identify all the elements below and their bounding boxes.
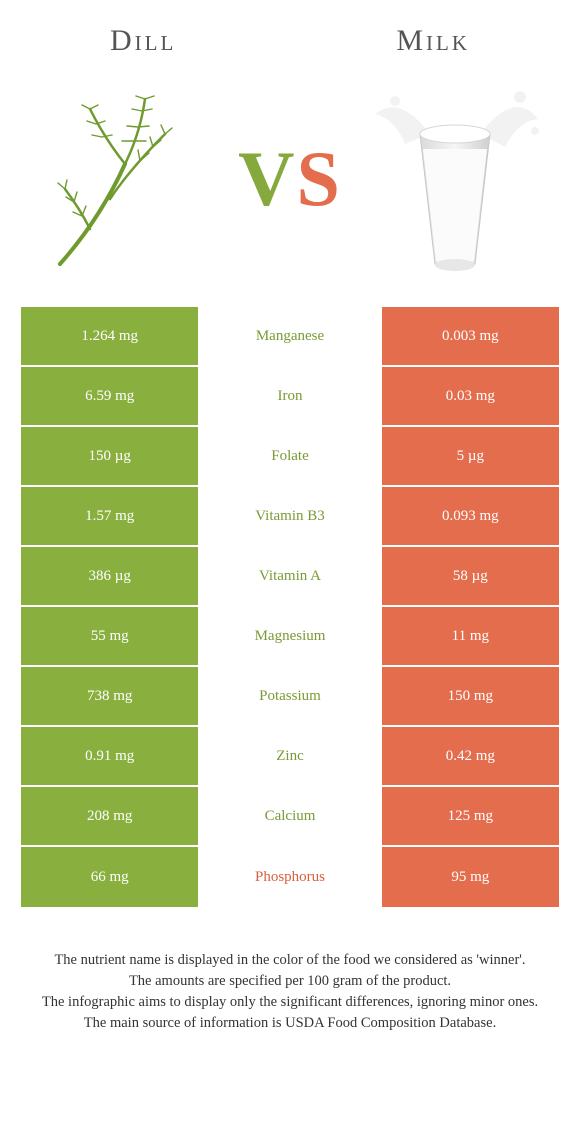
right-value: 5 µg <box>380 427 559 487</box>
left-value: 55 mg <box>21 607 200 667</box>
vs-v: V <box>238 135 296 222</box>
left-value: 6.59 mg <box>21 367 200 427</box>
left-value: 1.57 mg <box>21 487 200 547</box>
right-value: 0.093 mg <box>380 487 559 547</box>
nutrient-label: Manganese <box>200 307 379 367</box>
table-row: 150 µgFolate5 µg <box>21 427 559 487</box>
nutrient-label: Calcium <box>200 787 379 847</box>
table-row: 386 µgVitamin A58 µg <box>21 547 559 607</box>
nutrient-label: Folate <box>200 427 379 487</box>
nutrient-label: Phosphorus <box>200 847 379 907</box>
right-value: 95 mg <box>380 847 559 907</box>
left-value: 208 mg <box>21 787 200 847</box>
vs-s: S <box>296 135 341 222</box>
nutrient-label: Vitamin A <box>200 547 379 607</box>
table-row: 0.91 mgZinc0.42 mg <box>21 727 559 787</box>
nutrient-label: Zinc <box>200 727 379 787</box>
left-value: 0.91 mg <box>21 727 200 787</box>
hero: VS <box>20 64 560 294</box>
footer-line-2: The amounts are specified per 100 gram o… <box>24 971 556 992</box>
right-value: 58 µg <box>380 547 559 607</box>
nutrient-table: 1.264 mgManganese0.003 mg6.59 mgIron0.03… <box>20 306 560 908</box>
footer-line-4: The main source of information is USDA F… <box>24 1013 556 1034</box>
nutrient-label: Potassium <box>200 667 379 727</box>
footer-line-3: The infographic aims to display only the… <box>24 992 556 1013</box>
table-row: 738 mgPotassium150 mg <box>21 667 559 727</box>
vs-label: VS <box>238 134 342 224</box>
right-value: 0.03 mg <box>380 367 559 427</box>
right-value: 0.42 mg <box>380 727 559 787</box>
right-value: 0.003 mg <box>380 307 559 367</box>
right-food-title: Milk <box>396 24 470 58</box>
footer-line-1: The nutrient name is displayed in the co… <box>24 950 556 971</box>
footer-notes: The nutrient name is displayed in the co… <box>24 950 556 1034</box>
nutrient-label: Vitamin B3 <box>200 487 379 547</box>
table-row: 66 mgPhosphorus95 mg <box>21 847 559 907</box>
table-row: 1.264 mgManganese0.003 mg <box>21 307 559 367</box>
right-value: 150 mg <box>380 667 559 727</box>
dill-icon <box>30 79 220 279</box>
left-value: 66 mg <box>21 847 200 907</box>
left-value: 386 µg <box>21 547 200 607</box>
left-value: 1.264 mg <box>21 307 200 367</box>
left-value: 738 mg <box>21 667 200 727</box>
left-value: 150 µg <box>21 427 200 487</box>
table-row: 6.59 mgIron0.03 mg <box>21 367 559 427</box>
nutrient-label: Magnesium <box>200 607 379 667</box>
table-row: 1.57 mgVitamin B30.093 mg <box>21 487 559 547</box>
right-value: 125 mg <box>380 787 559 847</box>
left-food-title: Dill <box>110 24 176 58</box>
table-row: 55 mgMagnesium11 mg <box>21 607 559 667</box>
header: Dill Milk <box>0 0 580 64</box>
milk-icon <box>360 79 550 279</box>
right-value: 11 mg <box>380 607 559 667</box>
table-row: 208 mgCalcium125 mg <box>21 787 559 847</box>
nutrient-label: Iron <box>200 367 379 427</box>
